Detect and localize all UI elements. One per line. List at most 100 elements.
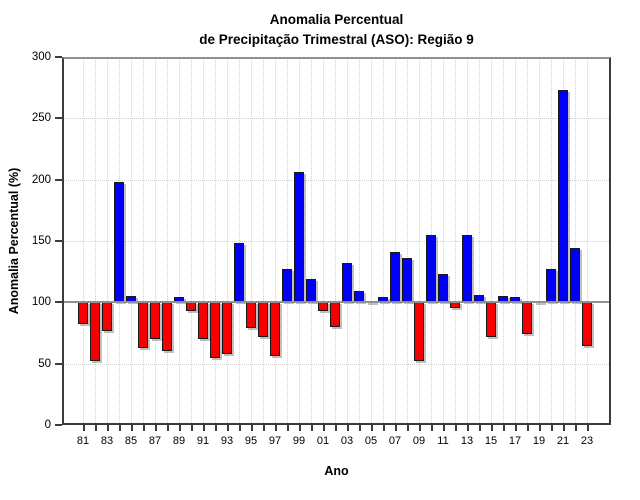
bar-91 — [198, 302, 208, 340]
x-axis-tick — [383, 425, 385, 431]
x-tick-label: 99 — [292, 435, 306, 447]
x-axis-tick — [323, 425, 325, 431]
bar-20 — [546, 269, 556, 303]
x-tick-label: 17 — [508, 435, 522, 447]
baseline-100pct — [62, 301, 611, 304]
x-axis-tick — [311, 425, 313, 431]
x-tick-label: 91 — [196, 435, 210, 447]
x-axis-tick — [335, 425, 337, 431]
x-axis-tick — [287, 425, 289, 431]
x-axis-label: Ano — [324, 464, 349, 478]
bar-88 — [162, 302, 172, 352]
horizontal-gridline — [62, 363, 611, 365]
bar-87 — [150, 302, 160, 340]
x-axis-tick — [431, 425, 433, 431]
x-axis-tick — [587, 425, 589, 431]
bar-21 — [558, 90, 568, 303]
y-tick-label: 300 — [31, 51, 51, 63]
bar-13 — [462, 234, 472, 303]
y-tick-label: 250 — [31, 112, 51, 125]
x-axis-tick — [119, 425, 121, 431]
x-axis-tick — [467, 425, 469, 431]
chart-title-line1: Anomalia Percentual — [269, 12, 404, 27]
y-tick-label: 200 — [31, 173, 51, 186]
x-axis-tick — [443, 425, 445, 431]
x-tick-label: 15 — [484, 435, 498, 447]
bar-98 — [282, 269, 292, 303]
x-axis-tick — [491, 425, 493, 431]
y-tick-label: 0 — [44, 419, 51, 431]
bar-92 — [210, 302, 220, 358]
x-axis-tick — [407, 425, 409, 431]
x-tick-label: 97 — [268, 435, 282, 447]
x-axis-tick — [299, 425, 301, 431]
x-axis-tick — [95, 425, 97, 431]
x-axis-tick — [239, 425, 241, 431]
x-axis-tick — [575, 425, 577, 431]
x-axis-tick — [371, 425, 373, 431]
bar-90 — [186, 302, 196, 311]
bar-15 — [486, 302, 496, 337]
x-axis-tick — [359, 425, 361, 431]
bar-03 — [342, 263, 352, 303]
bar-82 — [90, 302, 100, 362]
bar-11 — [438, 274, 448, 303]
x-tick-label: 09 — [412, 435, 426, 447]
horizontal-gridline — [62, 241, 611, 242]
y-axis-tick — [55, 240, 62, 242]
x-tick-label: 85 — [124, 435, 138, 447]
x-tick-label: 21 — [556, 435, 570, 447]
x-axis-tick — [503, 425, 505, 431]
bar-93 — [222, 302, 232, 354]
x-tick-label: 03 — [340, 435, 354, 447]
x-axis-tick — [155, 425, 157, 431]
plot-area — [62, 57, 611, 425]
x-tick-label: 01 — [316, 435, 330, 447]
x-tick-label: 23 — [580, 435, 594, 447]
x-axis-tick — [203, 425, 205, 431]
x-tick-label: 07 — [388, 435, 402, 447]
bar-09 — [414, 302, 424, 362]
x-axis-tick — [347, 425, 349, 431]
x-axis-tick — [263, 425, 265, 431]
x-axis-tick — [167, 425, 169, 431]
bar-18 — [522, 302, 532, 335]
y-axis-tick — [55, 56, 62, 58]
x-axis-tick — [395, 425, 397, 431]
x-tick-label: 95 — [244, 435, 258, 447]
x-axis-tick — [419, 425, 421, 431]
x-axis-tick — [455, 425, 457, 431]
x-tick-label: 93 — [220, 435, 234, 447]
x-axis-tick — [563, 425, 565, 431]
bar-96 — [258, 302, 268, 337]
bar-94 — [234, 243, 244, 303]
bar-01 — [318, 302, 328, 311]
bar-99 — [294, 172, 304, 303]
bar-23 — [582, 302, 592, 347]
y-axis-tick — [55, 301, 62, 304]
x-tick-label: 13 — [460, 435, 474, 447]
x-tick-label: 11 — [437, 435, 449, 447]
bar-97 — [270, 302, 280, 357]
x-axis-tick — [143, 425, 145, 431]
horizontal-gridline — [62, 118, 611, 120]
chart-title-line2: de Precipitação Trimestral (ASO): Região… — [199, 32, 474, 47]
x-axis-tick — [515, 425, 517, 431]
x-tick-label: 05 — [364, 435, 378, 447]
x-axis-tick — [275, 425, 277, 431]
x-axis-tick — [179, 425, 181, 431]
y-axis-tick — [55, 424, 62, 426]
bar-00 — [306, 279, 316, 303]
y-axis-tick — [55, 117, 62, 120]
y-tick-label: 100 — [31, 296, 51, 309]
bar-10 — [426, 234, 436, 303]
bar-22 — [570, 248, 580, 303]
x-axis-tick — [215, 425, 217, 431]
bar-95 — [246, 302, 256, 329]
x-tick-label: 81 — [76, 435, 90, 447]
x-tick-label: 89 — [172, 435, 186, 447]
bar-07 — [390, 252, 400, 303]
bar-84 — [114, 182, 124, 303]
y-tick-label: 150 — [31, 235, 51, 247]
x-axis-tick — [107, 425, 109, 431]
